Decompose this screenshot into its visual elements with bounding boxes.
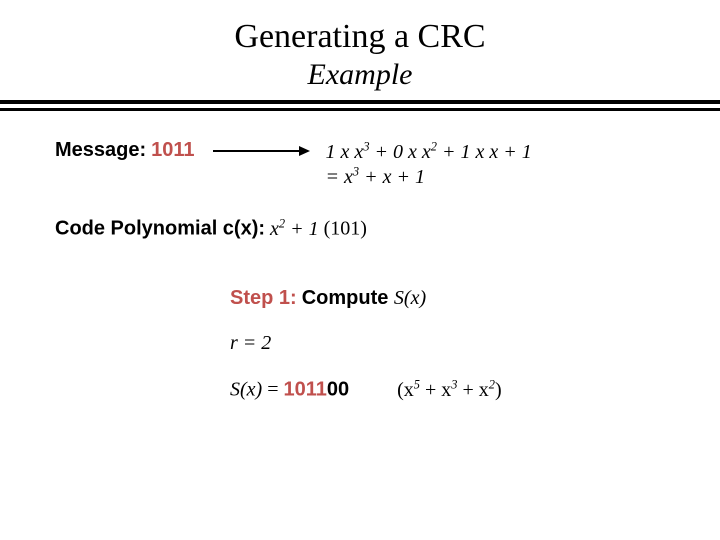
arrow-icon <box>213 150 308 152</box>
sx-eq: = <box>262 379 283 401</box>
step1-line: Step 1: Compute S(x) <box>230 287 665 310</box>
slide-subtitle: Example <box>0 56 720 100</box>
step1-compute: Compute <box>302 287 394 309</box>
sx-result-line: S(x) = 101100 (x5 + x3 + x2) <box>230 377 665 402</box>
message-value: 1011 <box>151 139 194 161</box>
title-rule <box>0 100 720 111</box>
slide-title: Generating a CRC <box>0 0 720 56</box>
step1-sx: S(x) <box>394 287 426 309</box>
sx-symbol: S(x) <box>230 379 262 401</box>
steps-block: Step 1: Compute S(x) r = 2 S(x) = 101100… <box>55 287 665 402</box>
sx-red-bits: 1011 <box>283 379 326 401</box>
message-polynomial: 1 x x3 + 0 x x2 + 1 x x + 1 = x3 + x + 1 <box>326 139 532 190</box>
message-label: Message: <box>55 139 146 161</box>
code-poly-bits: (101) <box>324 218 367 240</box>
code-poly-eq: x2 + 1 <box>270 218 319 240</box>
content-area: Message: 1011 1 x x3 + 0 x x2 + 1 x x + … <box>0 111 720 402</box>
poly-line1: 1 x x3 + 0 x x2 + 1 x x + 1 <box>326 141 532 163</box>
sx-poly: (x5 + x3 + x2) <box>397 379 502 401</box>
code-polynomial-row: Code Polynomial c(x): x2 + 1 (101) <box>55 216 665 241</box>
poly-line2: = x3 + x + 1 <box>326 166 425 188</box>
step1-label: Step 1: <box>230 287 297 309</box>
r-line: r = 2 <box>230 332 665 355</box>
code-poly-label: Code Polynomial c(x): <box>55 218 265 240</box>
sx-black-bits: 00 <box>327 379 349 401</box>
message-row: Message: 1011 1 x x3 + 0 x x2 + 1 x x + … <box>55 139 665 190</box>
